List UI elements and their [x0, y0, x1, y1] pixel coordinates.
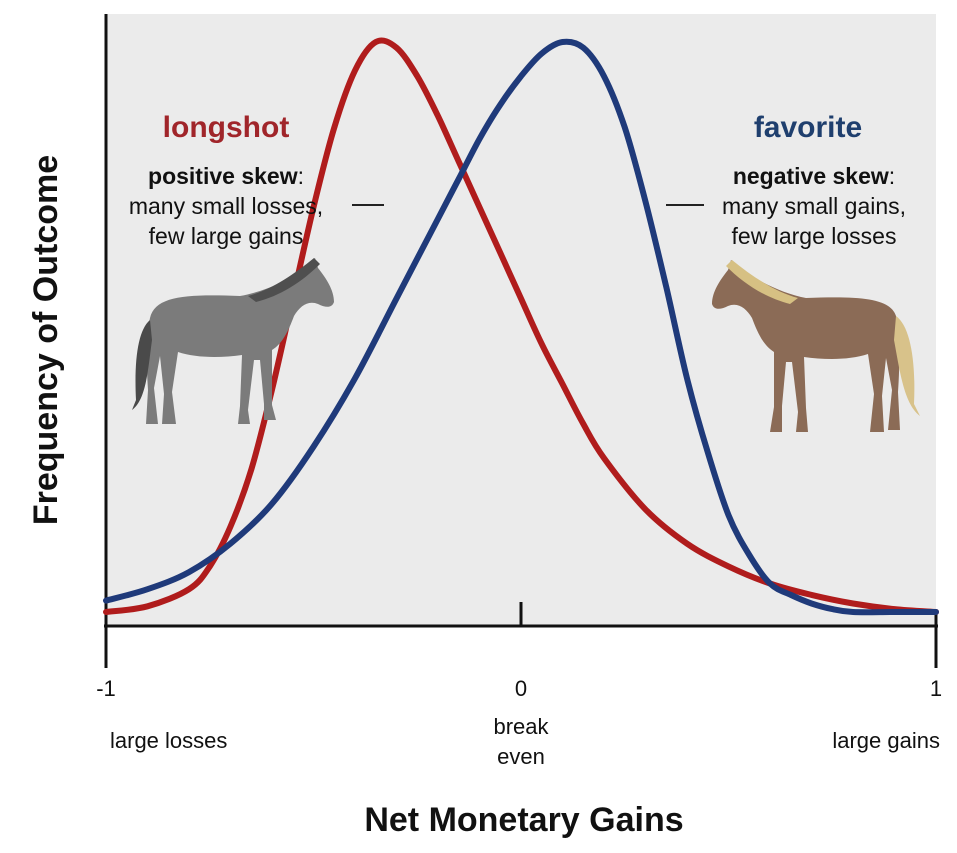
favorite-desc-1: many small gains,: [722, 193, 906, 219]
x-tick-sublabel-zero-1: break: [493, 714, 549, 739]
favorite-title: favorite: [754, 111, 862, 144]
x-tick-sublabel-zero-2: even: [497, 744, 545, 769]
x-tick-label-pos-one: 1: [930, 676, 942, 701]
x-tick-sublabel-pos-one: large gains: [832, 728, 940, 753]
longshot-skew-line: positive skew:: [148, 163, 304, 189]
favorite-skew-colon: :: [889, 163, 895, 189]
favorite-desc-2: few large losses: [732, 223, 897, 249]
longshot-desc-2: few large gains: [149, 223, 304, 249]
x-tick-label-zero: 0: [515, 676, 527, 701]
series-line-longshot: [103, 37, 939, 615]
gray-horse-image: [132, 258, 334, 424]
favorite-skew-line: negative skew:: [733, 163, 895, 189]
x-ticks: -1 large losses 0 break even 1 large gains: [96, 602, 942, 769]
favorite-skew: negative skew: [733, 163, 889, 189]
brown-horse-image: [712, 260, 920, 432]
x-axis-title: Net Monetary Gains: [364, 801, 683, 839]
longshot-skew-colon: :: [298, 163, 304, 189]
series-line-favorite: [103, 38, 939, 616]
series-group: [103, 37, 939, 616]
longshot-title: longshot: [163, 111, 290, 144]
y-axis-title: Frequency of Outcome: [27, 155, 65, 525]
x-tick-label-neg-one: -1: [96, 676, 116, 701]
x-tick-sublabel-neg-one: large losses: [110, 728, 227, 753]
longshot-desc-1: many small losses,: [129, 193, 323, 219]
longshot-skew: positive skew: [148, 163, 298, 189]
